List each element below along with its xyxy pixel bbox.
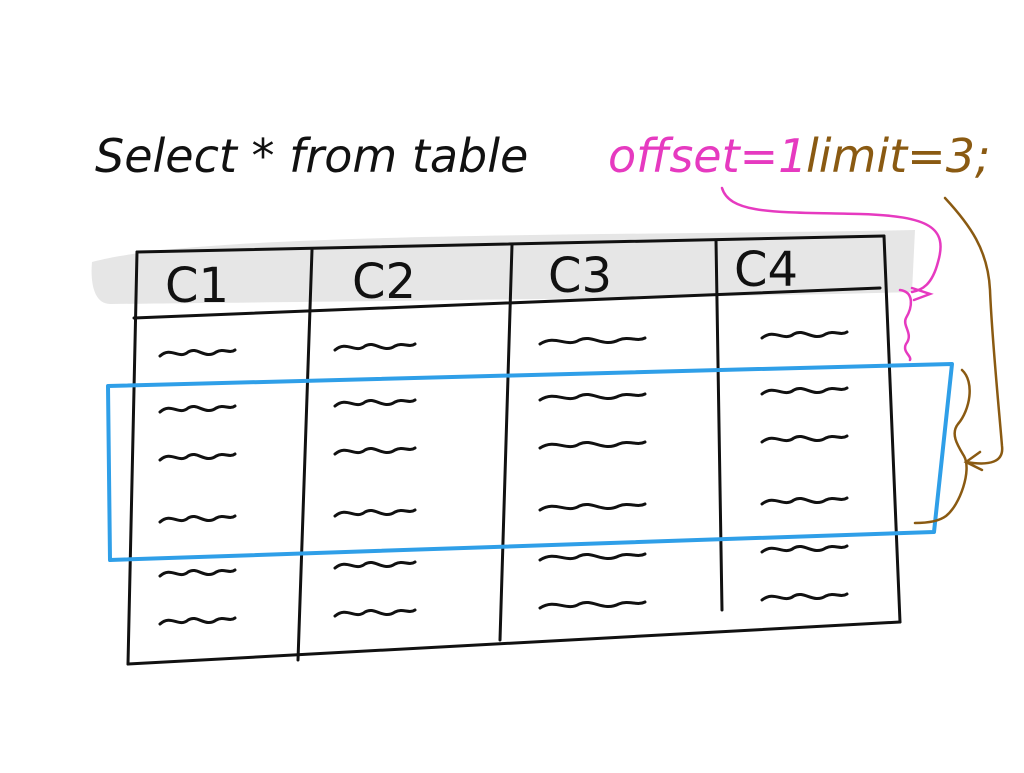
cell-scribble bbox=[760, 544, 849, 554]
cell-scribble bbox=[760, 496, 849, 506]
header-c2: C2 bbox=[352, 254, 416, 310]
table-right-border bbox=[882, 234, 902, 624]
sql-select-text: Select * from table bbox=[95, 129, 528, 183]
limit-arrow bbox=[943, 196, 1004, 465]
sql-offset-text: offset=1 bbox=[608, 129, 807, 183]
table-header: C1 C2 C3 C4 bbox=[165, 242, 798, 314]
cell-scribble bbox=[333, 560, 417, 570]
cell-scribble bbox=[333, 508, 417, 518]
table-bottom-border bbox=[126, 620, 902, 666]
header-c4: C4 bbox=[734, 242, 798, 298]
header-c1: C1 bbox=[165, 258, 229, 314]
cell-scribble bbox=[538, 502, 647, 512]
cell-scribble bbox=[158, 514, 237, 524]
table-top-border bbox=[135, 234, 886, 254]
sql-statement: Select * from table offset=1 limit=3; bbox=[95, 129, 991, 183]
limit-brace bbox=[913, 368, 971, 525]
table-left-border bbox=[126, 250, 139, 666]
cell-scribble bbox=[538, 336, 647, 346]
cell-scribble bbox=[333, 342, 417, 352]
sql-limit-text: limit=3; bbox=[806, 129, 991, 183]
header-divider bbox=[132, 286, 882, 320]
cell-scribble bbox=[158, 568, 237, 578]
table-rows bbox=[158, 330, 849, 626]
header-c3: C3 bbox=[548, 248, 612, 304]
cell-scribble bbox=[333, 398, 417, 408]
column-divider-3 bbox=[714, 238, 724, 612]
table-outline bbox=[126, 234, 902, 666]
selected-rows-highlight bbox=[106, 362, 954, 562]
cell-scribble bbox=[538, 600, 647, 610]
cell-scribble bbox=[760, 592, 849, 602]
cell-scribble bbox=[538, 440, 647, 450]
limit-annotation bbox=[913, 196, 1004, 525]
cell-scribble bbox=[760, 386, 849, 396]
cell-scribble bbox=[760, 434, 849, 444]
offset-arrow-head bbox=[910, 286, 934, 302]
offset-brace bbox=[898, 288, 913, 362]
cell-scribble bbox=[538, 552, 647, 562]
cell-scribble bbox=[158, 404, 237, 414]
column-divider-1 bbox=[296, 248, 314, 662]
limit-arrow-head bbox=[963, 450, 984, 472]
cell-scribble bbox=[538, 392, 647, 402]
cell-scribble bbox=[333, 446, 417, 456]
cell-scribble bbox=[158, 616, 237, 626]
cell-scribble bbox=[333, 608, 417, 618]
offset-arrow bbox=[720, 186, 942, 294]
cell-scribble bbox=[158, 452, 237, 462]
offset-annotation bbox=[720, 186, 942, 362]
column-divider-2 bbox=[498, 243, 514, 642]
cell-scribble bbox=[158, 348, 237, 358]
cell-scribble bbox=[760, 330, 849, 340]
